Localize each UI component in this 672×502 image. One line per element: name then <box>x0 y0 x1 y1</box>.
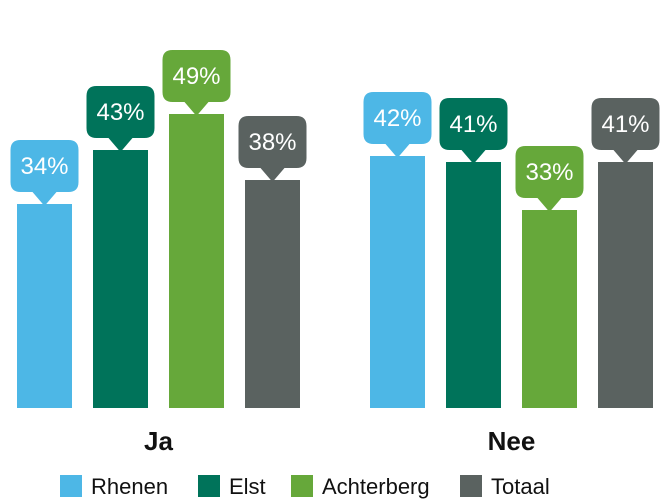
data-label-text: 38% <box>248 129 296 156</box>
legend-item-elst: Elst <box>198 474 266 499</box>
legend-swatch <box>291 475 313 497</box>
data-label-nee-elst: 41% <box>439 98 508 164</box>
data-label-nee-totaal: 41% <box>591 98 660 164</box>
category-label-ja: Ja <box>144 426 173 456</box>
data-label-bubble <box>591 98 660 164</box>
bar-ja-achterberg <box>169 114 224 408</box>
legend-swatch <box>198 475 220 497</box>
data-label-ja-elst: 43% <box>86 86 155 152</box>
legend-item-achterberg: Achterberg <box>291 474 430 499</box>
data-label-bubble <box>515 146 584 212</box>
legend-swatch <box>460 475 482 497</box>
bar-nee-achterberg <box>522 210 577 408</box>
data-label-text: 34% <box>20 153 68 180</box>
data-label-text: 41% <box>449 111 497 138</box>
data-label-text: 42% <box>373 105 421 132</box>
bar-nee-elst <box>446 162 501 408</box>
data-label-ja-rhenen: 34% <box>10 140 79 206</box>
legend-swatch <box>60 475 82 497</box>
data-label-bubble <box>86 86 155 152</box>
data-label-text: 49% <box>172 63 220 90</box>
category-axis-labels: Ja Nee <box>144 426 535 456</box>
data-label-bubble <box>162 50 231 116</box>
bars-layer <box>17 114 653 408</box>
data-label-bubble <box>10 140 79 206</box>
legend-label: Elst <box>229 474 266 499</box>
data-label-bubble <box>363 92 432 158</box>
data-labels-layer: 34% 43% 49% 38% 42% 41% 33% 41% <box>10 50 660 212</box>
legend-label: Totaal <box>491 474 550 499</box>
bar-ja-rhenen <box>17 204 72 408</box>
data-label-ja-totaal: 38% <box>238 116 307 182</box>
legend-item-totaal: Totaal <box>460 474 550 499</box>
legend-label: Achterberg <box>322 474 430 499</box>
data-label-text: 41% <box>601 111 649 138</box>
legend: Rhenen Elst Achterberg Totaal <box>60 474 550 499</box>
data-label-text: 43% <box>96 99 144 126</box>
data-label-nee-rhenen: 42% <box>363 92 432 158</box>
data-label-nee-achterberg: 33% <box>515 146 584 212</box>
data-label-bubble <box>439 98 508 164</box>
data-label-bubble <box>238 116 307 182</box>
bar-nee-rhenen <box>370 156 425 408</box>
data-label-ja-achterberg: 49% <box>162 50 231 116</box>
data-label-text: 33% <box>525 159 573 186</box>
category-label-nee: Nee <box>488 426 536 456</box>
legend-item-rhenen: Rhenen <box>60 474 168 499</box>
bar-ja-totaal <box>245 180 300 408</box>
legend-label: Rhenen <box>91 474 168 499</box>
bar-nee-totaal <box>598 162 653 408</box>
bar-ja-elst <box>93 150 148 408</box>
